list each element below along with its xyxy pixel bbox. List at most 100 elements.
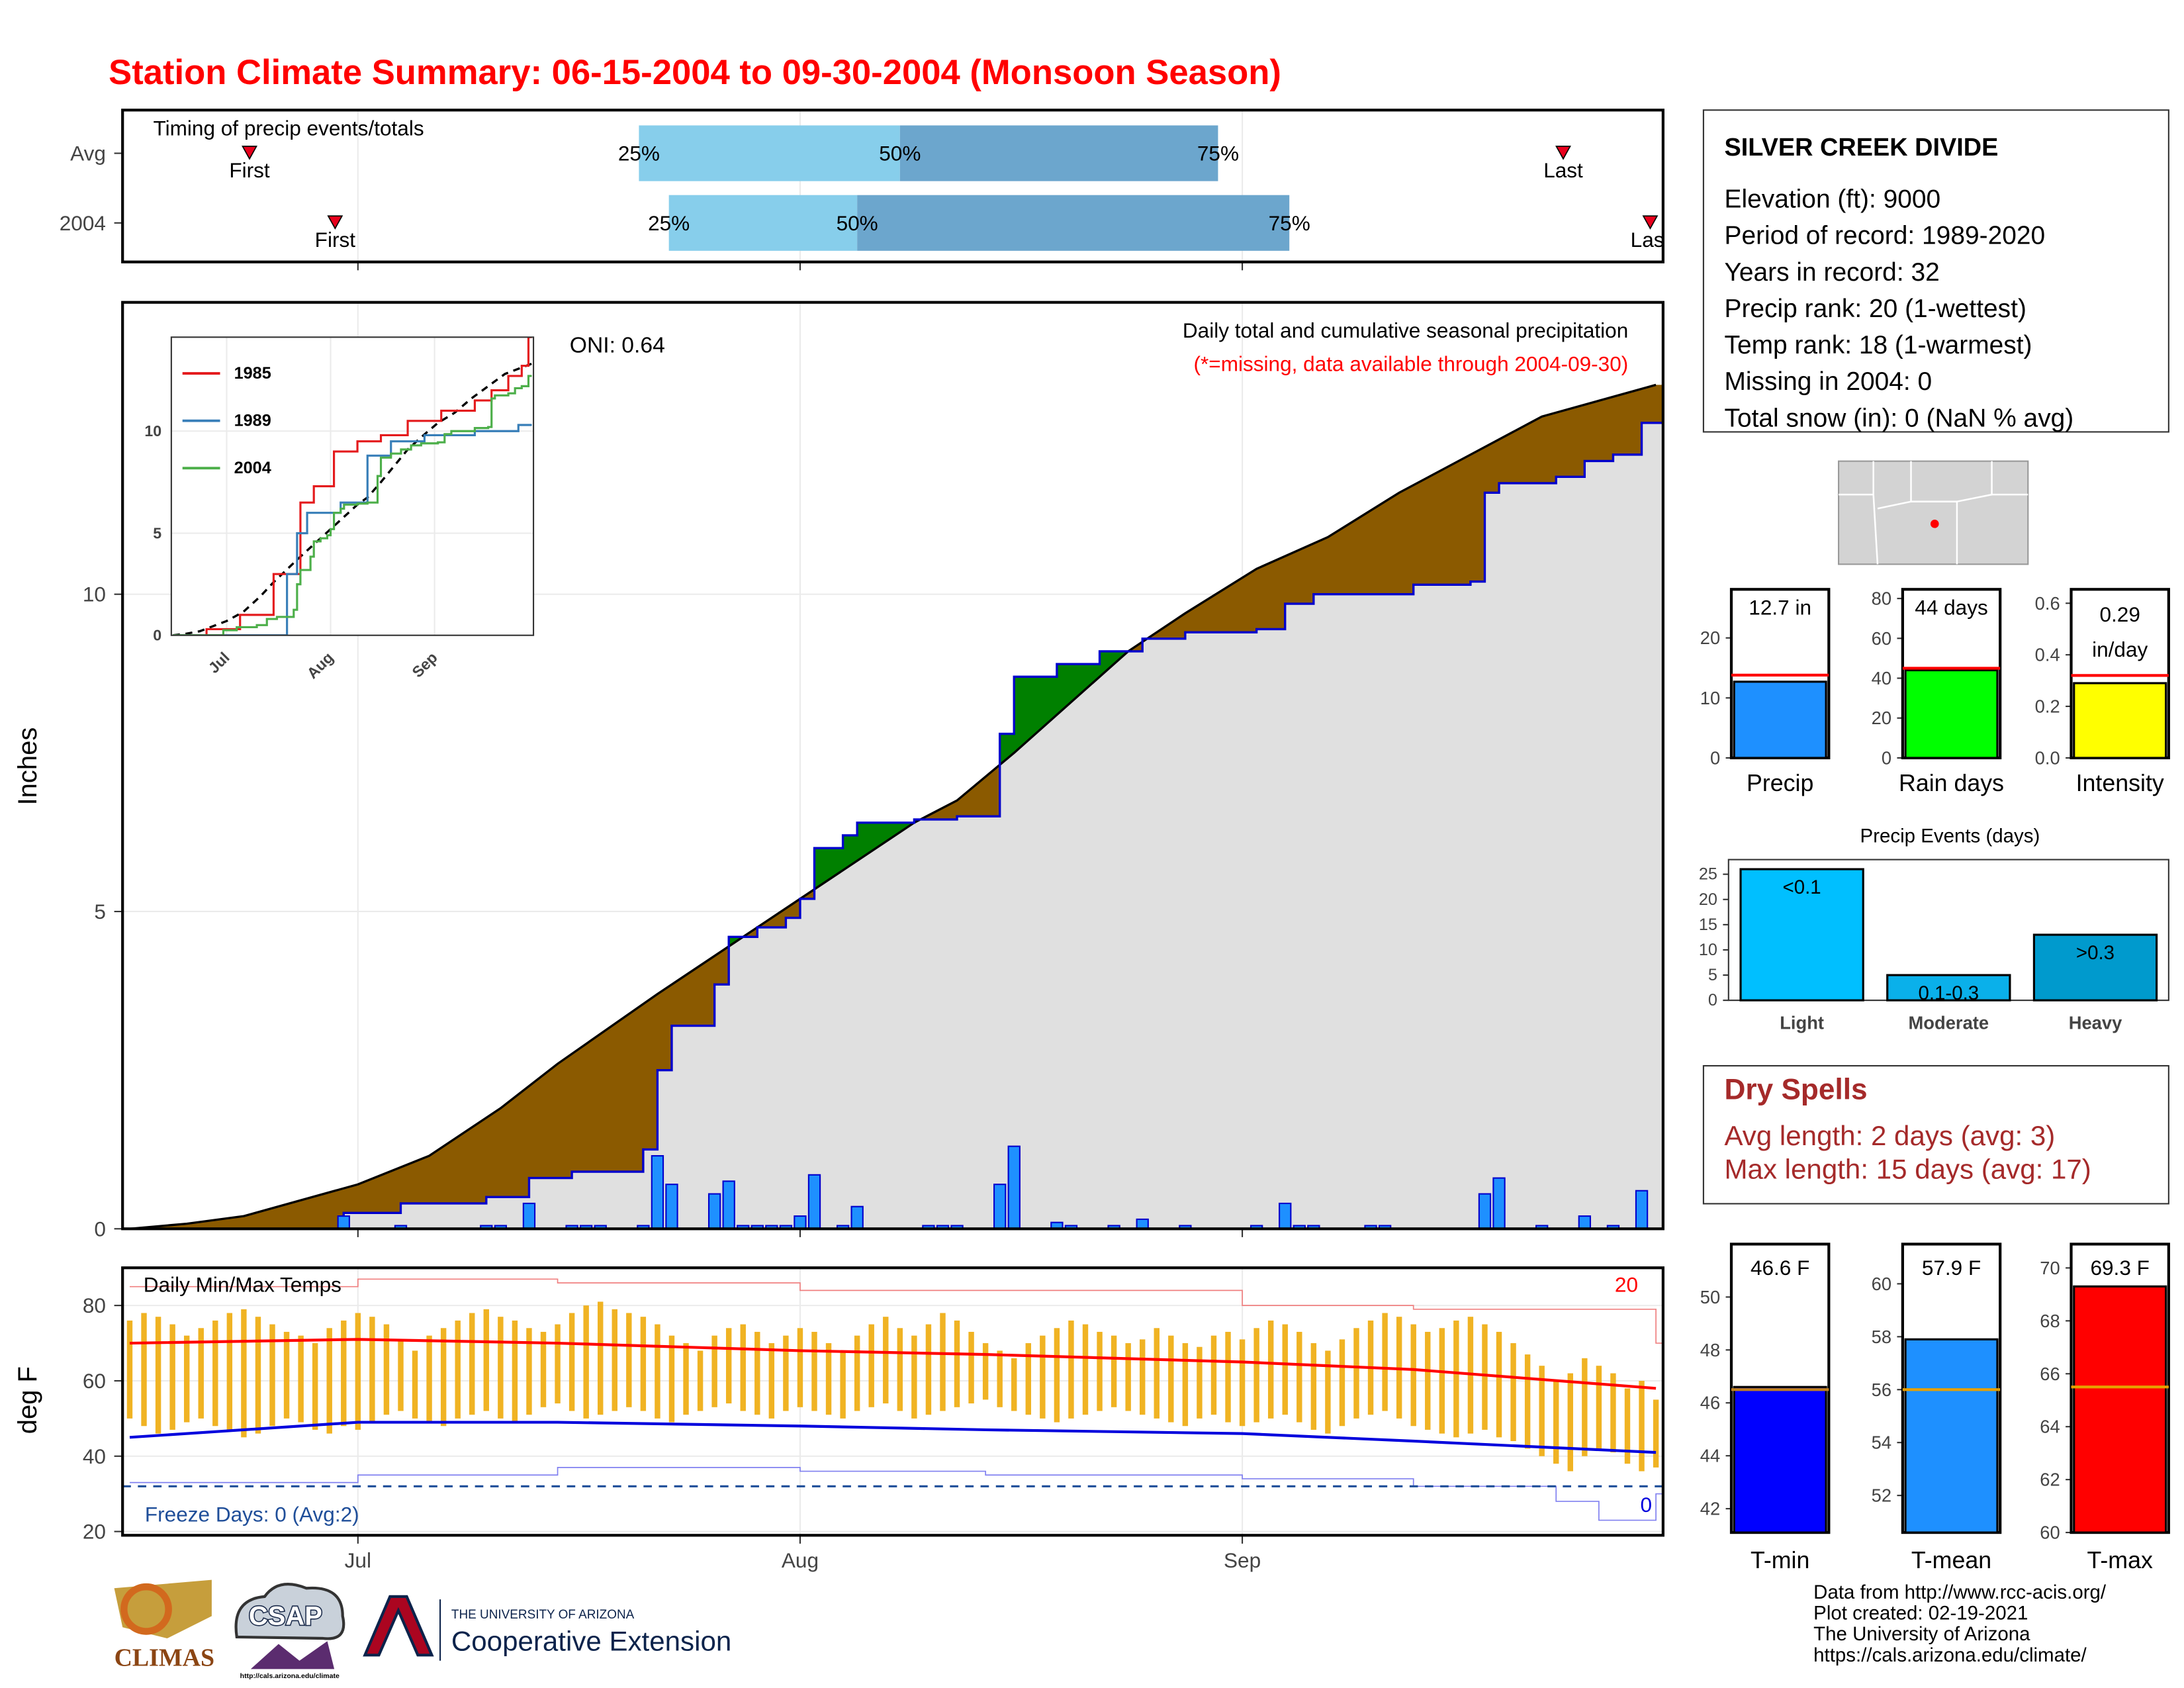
daily-bar: [993, 1184, 1007, 1229]
precip-panel: [122, 302, 1663, 1229]
panel-title: Daily Min/Max Temps: [144, 1272, 341, 1296]
dry-spell-line: Max length: 15 days (avg: 17): [1724, 1153, 2091, 1184]
y-tick-label: 56: [1872, 1380, 1891, 1400]
temp-range-bar: [141, 1313, 147, 1427]
temp-range-bar: [725, 1328, 732, 1404]
ua-logo: [363, 1595, 434, 1657]
temp-range-bar: [840, 1350, 846, 1419]
temp-range-bar: [212, 1320, 218, 1427]
temp-range-bar: [512, 1320, 518, 1423]
y-tick-label: 80: [83, 1293, 106, 1317]
panel-frame: [121, 301, 1664, 1231]
timing-label: Timing of precip events/totals: [154, 117, 424, 140]
temp-range-bar: [1297, 1331, 1302, 1423]
ua-text: THE UNIVERSITY OF ARIZONA: [451, 1608, 635, 1622]
temp-range-bar: [312, 1343, 318, 1430]
row-label: 2004: [60, 211, 106, 235]
y-tick-label: 60: [1872, 1274, 1891, 1294]
record-line: [129, 1278, 1663, 1344]
daily-bar: [722, 1180, 735, 1229]
temp-range-bar: [1453, 1320, 1459, 1438]
y-tick-label: 0: [1710, 747, 1720, 768]
inset: [171, 337, 534, 635]
quartile-label: 25%: [618, 142, 660, 165]
daily-bar: [1492, 1177, 1506, 1229]
temp-range-bar: [1210, 1335, 1217, 1415]
temp-range-bar: [1111, 1335, 1117, 1407]
panel-name: Rain days: [1899, 770, 2004, 796]
station-dot: [1930, 520, 1939, 528]
y-tick-label: 5: [1708, 966, 1717, 984]
legend-label: 1989: [234, 412, 271, 430]
y-tick-label: 10: [83, 583, 106, 606]
y-tick-label: 20: [83, 1520, 106, 1544]
daily-bar: [1136, 1218, 1149, 1229]
y-tick-label: 0: [153, 627, 161, 644]
y-tick-label: 0.4: [2035, 645, 2060, 665]
temp-range-bar: [1182, 1343, 1189, 1427]
temp-range-bar: [440, 1328, 447, 1427]
base-area: [122, 422, 1663, 1229]
average-temp-line: [129, 1338, 1657, 1390]
temp-range-bar: [1339, 1339, 1345, 1427]
quartile-bar: [899, 125, 1218, 181]
temp-range-bar: [1610, 1373, 1616, 1453]
quartile-label: 25%: [648, 211, 690, 235]
temp-range-bar: [1239, 1339, 1246, 1427]
csap-url: http://cals.arizona.edu/climate: [240, 1672, 340, 1680]
y-tick-label: 60: [1872, 628, 1891, 649]
average-line: [129, 383, 1657, 1229]
y-tick-label: 10: [1699, 941, 1717, 959]
temp-range-bar: [825, 1343, 832, 1415]
temp-range-bar: [355, 1313, 361, 1430]
footer-line: The University of Arizona: [1813, 1623, 2030, 1645]
temp-range-bar: [226, 1313, 233, 1430]
logos: CLIMAS CSAP http://cals.arizona.edu/clim…: [114, 1579, 731, 1680]
station-lines: Elevation (ft): 9000 Period of record: 19…: [1724, 185, 2073, 432]
y-tick-label: 0.2: [2035, 696, 2060, 717]
temp-range-bar: [925, 1324, 932, 1415]
panel-name: Precip: [1747, 770, 1813, 796]
row-label: Avg: [70, 142, 106, 165]
y-tick-label: 62: [2040, 1470, 2060, 1490]
temp-range-bar: [1582, 1358, 1588, 1456]
inset-series-line: [173, 337, 532, 635]
temp-range-bar: [255, 1317, 261, 1434]
panel-title: Daily total and cumulative seasonal prec…: [1183, 318, 1628, 342]
event-label: First: [315, 228, 356, 252]
y-tick-label: 52: [1872, 1485, 1891, 1506]
temp-range-bar: [940, 1313, 946, 1411]
temp-range-bar: [683, 1343, 689, 1415]
temp-range-bar: [754, 1331, 760, 1415]
climas-logo: [114, 1579, 212, 1639]
bin-label: >0.3: [2076, 942, 2115, 964]
temp-range-bar: [768, 1343, 775, 1419]
temp-range-bar: [1567, 1373, 1573, 1472]
inset-bg: [171, 337, 534, 635]
temp-range-bar: [1653, 1399, 1659, 1468]
temp-range-bar: [1510, 1343, 1516, 1442]
daily-bar: [807, 1174, 821, 1229]
temp-range-bar: [783, 1335, 789, 1411]
temp-range-bar: [498, 1317, 504, 1419]
daily-bar: [850, 1205, 864, 1229]
temp-range-bar: [1639, 1380, 1645, 1472]
temp-range-bar: [598, 1301, 604, 1415]
temp-range-bar: [1539, 1366, 1545, 1456]
value-label: 69.3 F: [2090, 1256, 2149, 1280]
average-temp-line: [129, 1421, 1657, 1454]
temp-bar: [1904, 1338, 1999, 1534]
temp-range-bar: [241, 1309, 247, 1438]
y-tick-label: 64: [2040, 1417, 2060, 1437]
y-tick-label: 25: [1699, 865, 1717, 884]
temp-range-bar: [1624, 1388, 1631, 1464]
dry-spell-line: Avg length: 2 days (avg: 3): [1724, 1120, 2055, 1151]
temp-range-bar: [341, 1320, 347, 1427]
csap-mountain: [250, 1641, 335, 1669]
x-tick-label: Light: [1780, 1012, 1824, 1033]
event-marker: [1555, 146, 1571, 160]
temp-range-bar: [126, 1320, 133, 1419]
panel-note: (*=missing, data available through 2004-…: [1194, 352, 1629, 375]
dry-spell-box: [1702, 1064, 2169, 1205]
quartile-label: 75%: [1269, 211, 1310, 235]
